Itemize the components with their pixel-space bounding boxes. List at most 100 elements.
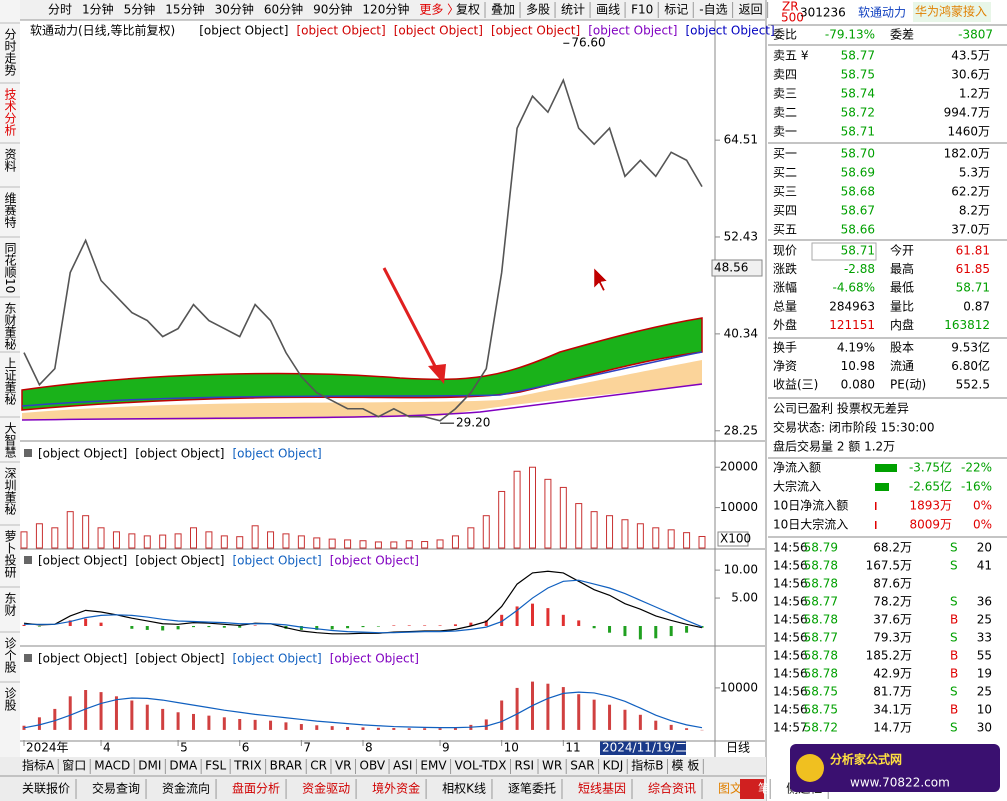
function-tab[interactable]: 相权K线	[442, 782, 486, 796]
indicator-tab[interactable]: RSI	[515, 759, 535, 773]
indicator-tab[interactable]: KDJ	[603, 759, 624, 773]
function-tab[interactable]: 短线基因	[578, 782, 626, 796]
indicator-tab[interactable]: SAR	[570, 759, 594, 773]
volume-bar	[575, 503, 583, 549]
tick-volume: 78.2万	[873, 595, 912, 609]
book-label: 卖五 ¥	[773, 49, 809, 63]
tool-button[interactable]: 返回	[739, 3, 763, 17]
tool-button[interactable]: 复权	[456, 3, 480, 17]
sidebar-tab[interactable]: 萝卜投研	[3, 530, 17, 578]
function-tab[interactable]: 盘面分析	[232, 781, 280, 796]
indicator-tab[interactable]: BRAR	[270, 759, 303, 773]
sidebar-tab[interactable]: 诊个股	[3, 637, 17, 674]
volume-bar	[97, 527, 105, 549]
unit-box	[717, 531, 749, 547]
indicator-tab[interactable]: 窗口	[62, 759, 86, 773]
tool-button[interactable]: 叠加	[491, 3, 515, 17]
legend-item: [object Object]	[491, 24, 580, 38]
function-tab[interactable]: 资金流向	[162, 781, 210, 796]
period-tab[interactable]: 1分钟	[82, 2, 114, 17]
book-label: 买四	[773, 204, 797, 218]
sidebar-tab[interactable]: 技术分析	[3, 88, 17, 137]
period-tab[interactable]: 5分钟	[124, 2, 156, 17]
x-tick-label: 4	[103, 741, 111, 755]
function-tab[interactable]: 境外资金	[372, 781, 420, 796]
badge: 500	[781, 11, 804, 25]
indicator-tab[interactable]: 指标B	[631, 758, 663, 773]
sidebar-tab[interactable]: 维赛特	[3, 192, 17, 228]
stock-name: 软通动力	[858, 6, 906, 20]
sidebar-tab[interactable]: 深圳董秘	[3, 467, 17, 515]
function-tab[interactable]: 交易查询	[92, 781, 140, 796]
function-tab[interactable]: 资金驱动	[302, 781, 350, 796]
indicator-tab[interactable]: OBV	[360, 759, 386, 773]
tick-price: 58.77	[804, 595, 838, 609]
field-label: 委差	[890, 28, 914, 42]
field-value: -79.13%	[825, 28, 875, 42]
high-label: 76.60	[571, 36, 605, 50]
sidebar-tab[interactable]: 资料	[3, 148, 17, 172]
indicator-tab[interactable]: DMA	[169, 759, 198, 773]
tool-button[interactable]: 统计	[561, 3, 585, 17]
period-tab[interactable]: 120分钟	[362, 2, 409, 17]
volume-bar	[652, 527, 660, 549]
flow-value: -2.65亿	[909, 479, 952, 494]
tool-button[interactable]: 标记	[664, 3, 688, 17]
volume-bar	[282, 533, 290, 549]
book-volume: 43.5万	[951, 49, 990, 63]
function-tab[interactable]: 综合资讯	[648, 781, 696, 796]
tool-button[interactable]: -自选	[699, 3, 727, 17]
book-volume: 5.3万	[959, 166, 990, 180]
function-tab[interactable]: 关联报价	[22, 781, 70, 796]
period-tab[interactable]: 60分钟	[264, 2, 303, 17]
bottom-bar	[0, 757, 766, 801]
indicator-tab[interactable]: TRIX	[233, 759, 261, 773]
indicator-tab[interactable]: CR	[310, 759, 327, 773]
indicator-tab[interactable]: DMI	[138, 759, 161, 773]
indicator-tab[interactable]: 模 板	[672, 759, 700, 773]
period-tab[interactable]: 15分钟	[165, 2, 204, 17]
book-label: 买一	[773, 147, 797, 161]
indicator-tab[interactable]: WR	[542, 759, 562, 773]
indicator-tab[interactable]: VR	[335, 759, 352, 773]
function-tab[interactable]: 笔	[758, 781, 770, 796]
sidebar-tab[interactable]: 上证董秘	[3, 357, 17, 405]
period-tab[interactable]: 30分钟	[215, 2, 254, 17]
tool-button[interactable]: F10	[631, 3, 653, 17]
function-tab[interactable]: 逐笔委托	[508, 781, 556, 796]
book-volume: 8.2万	[959, 204, 990, 218]
sidebar-tab[interactable]: 同花顺10	[3, 242, 17, 293]
legend-marker	[24, 449, 32, 457]
book-label: 卖一	[773, 125, 797, 139]
sidebar-tab[interactable]: 诊股	[3, 687, 17, 712]
tool-button[interactable]: 多股	[526, 3, 550, 17]
book-price: 58.69	[841, 166, 875, 180]
sidebar-tab[interactable]: 大智慧	[3, 422, 17, 458]
tick-price: 58.77	[804, 631, 838, 645]
indicator-tab[interactable]: MACD	[94, 759, 130, 773]
sidebar-tab[interactable]: 东财董秘	[3, 302, 17, 350]
field-label: 净资	[773, 359, 797, 373]
cursor-price: 48.56	[714, 260, 748, 274]
indicator-tab[interactable]: 指标A	[22, 758, 55, 773]
sidebar-tab[interactable]: 分时走势	[3, 28, 17, 76]
band-line-purple	[21, 383, 703, 421]
indicator-tab[interactable]: VOL-TDX	[455, 759, 507, 773]
tick-volume: 42.9万	[873, 667, 912, 681]
field-value: 0.87	[963, 299, 990, 313]
indicator-tab[interactable]: ASI	[393, 759, 412, 773]
sidebar-tab[interactable]: 东财	[3, 592, 17, 616]
tick-time: 14:56	[773, 649, 808, 663]
tick-count: 20	[977, 541, 992, 555]
period-tab[interactable]: 分时	[48, 3, 72, 17]
indicator-tab[interactable]: EMV	[420, 759, 447, 773]
indicator-tab[interactable]: FSL	[205, 759, 226, 773]
tool-button[interactable]: 画线	[596, 3, 620, 17]
field-label: 外盘	[773, 317, 797, 332]
field-value: 10.98	[841, 359, 875, 373]
low-label: 29.20	[456, 416, 490, 430]
more-button[interactable]: 更多 〉	[419, 3, 459, 17]
tick-count: 33	[977, 631, 992, 645]
book-volume: 1460万	[947, 125, 990, 139]
period-tab[interactable]: 90分钟	[313, 2, 352, 17]
